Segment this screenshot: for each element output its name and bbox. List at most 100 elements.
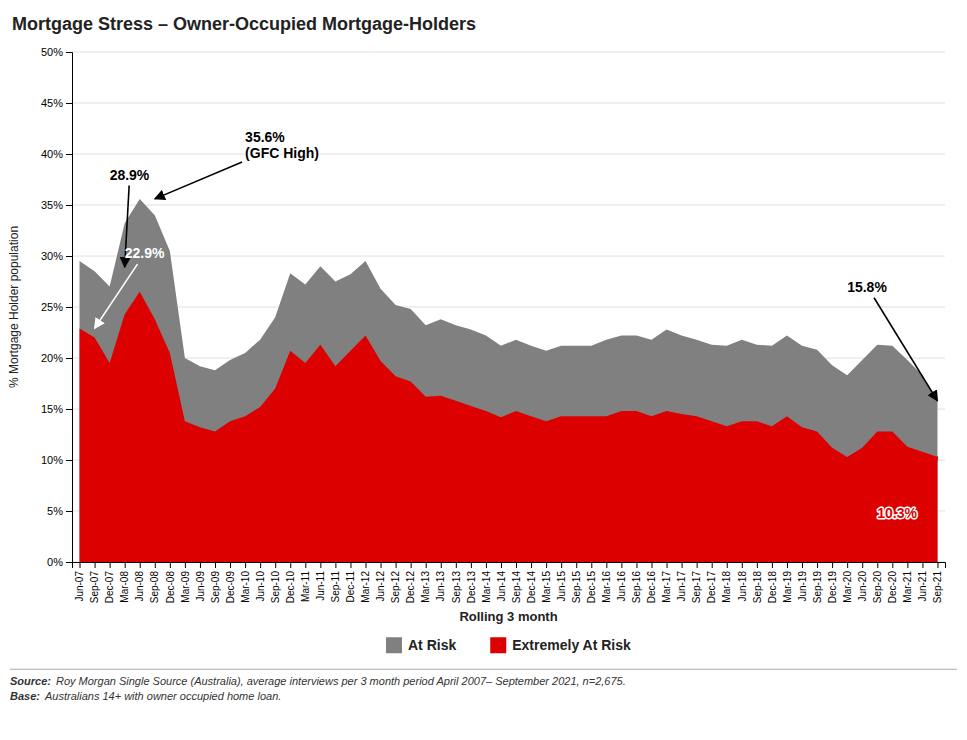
x-tick: Jun-16 — [616, 562, 627, 602]
x-tick-label: Jun-10 — [255, 571, 266, 602]
x-tick-label: Dec-09 — [225, 571, 236, 604]
x-tick-mark — [606, 562, 607, 568]
grid-line — [72, 256, 945, 257]
y-tick: 20% — [41, 352, 72, 364]
x-tick-mark — [862, 562, 863, 568]
x-tick: Mar-13 — [420, 562, 431, 603]
x-tick-mark — [667, 562, 668, 568]
x-tick-mark — [215, 562, 216, 568]
y-tick-mark — [66, 409, 72, 410]
x-tick: Mar-17 — [661, 562, 672, 603]
x-tick-label: Sep-17 — [691, 571, 702, 604]
x-tick-mark — [757, 562, 758, 568]
x-tick-mark — [366, 562, 367, 568]
x-tick-mark — [832, 562, 833, 568]
title: Mortgage Stress – Owner-Occupied Mortgag… — [12, 14, 476, 34]
x-tick-mark — [381, 562, 382, 568]
x-tick-mark — [275, 562, 276, 568]
x-tick: Sep-14 — [511, 562, 522, 603]
x-tick-label: Mar-13 — [420, 571, 431, 603]
x-tick-label: Sep-19 — [812, 571, 823, 604]
annotation-line: 28.9% — [110, 167, 150, 183]
x-tick-mark — [396, 562, 397, 568]
x-tick: Sep-20 — [872, 562, 883, 603]
annotation: 10.3% — [877, 505, 917, 521]
x-tick-mark — [486, 562, 487, 568]
source-label: Source: — [10, 675, 51, 687]
x-tick: Dec-07 — [104, 562, 115, 603]
x-tick-label: Jun-12 — [375, 571, 386, 602]
legend-swatch — [490, 637, 506, 653]
source-line: Source:Roy Morgan Single Source (Austral… — [10, 675, 626, 687]
x-tick: Jun-07 — [74, 562, 85, 602]
x-tick-label: Sep-18 — [752, 571, 763, 604]
x-tick: Sep-21 — [932, 562, 943, 603]
x-tick-label: Sep-20 — [872, 571, 883, 604]
legend: At Risk Extremely At Risk — [386, 637, 631, 653]
x-tick-mark — [727, 562, 728, 568]
x-tick: Sep-13 — [451, 562, 462, 603]
y-tick: 40% — [41, 148, 72, 160]
x-tick: Jun-14 — [496, 562, 507, 602]
y-axis-title: % Mortgage Holder population — [7, 226, 21, 388]
x-tick: Jun-13 — [435, 562, 446, 602]
x-tick: Jun-20 — [857, 562, 868, 602]
x-tick-mark — [877, 562, 878, 568]
x-tick-mark — [682, 562, 683, 568]
x-tick-label: Dec-18 — [767, 571, 778, 604]
x-tick: Dec-20 — [887, 562, 898, 603]
x-tick: Sep-16 — [631, 562, 642, 603]
x-tick: Mar-18 — [721, 562, 732, 603]
y-axis: 0%5%10%15%20%25%30%35%40%45%50% — [41, 46, 73, 568]
y-tick-label: 0% — [47, 556, 63, 568]
x-tick-mark — [426, 562, 427, 568]
x-tick: Mar-20 — [842, 562, 853, 603]
x-tick-label: Mar-14 — [481, 571, 492, 603]
x-tick-mark — [140, 562, 141, 568]
x-tick: Sep-19 — [812, 562, 823, 603]
x-tick-label: Mar-21 — [902, 571, 913, 603]
y-tick-label: 35% — [41, 199, 63, 211]
x-axis-title: Rolling 3 month — [459, 609, 557, 624]
x-tick-label: Dec-12 — [405, 571, 416, 604]
x-tick: Jun-18 — [737, 562, 748, 602]
x-tick: Jun-10 — [255, 562, 266, 602]
x-tick-mark — [561, 562, 562, 568]
legend-item: At Risk — [386, 637, 456, 653]
x-tick-label: Mar-16 — [601, 571, 612, 603]
x-tick-label: Jun-09 — [195, 571, 206, 602]
separator — [10, 669, 957, 670]
x-tick: Jun-17 — [676, 562, 687, 602]
source-label: Base: — [10, 690, 40, 702]
x-tick-mark — [290, 562, 291, 568]
grid — [72, 52, 945, 562]
x-tick: Sep-12 — [390, 562, 401, 603]
y-tick: 35% — [41, 199, 72, 211]
x-tick-label: Dec-19 — [827, 571, 838, 604]
x-tick: Mar-16 — [601, 562, 612, 603]
x-tick-mark — [320, 562, 321, 568]
x-tick-label: Jun-14 — [496, 571, 507, 602]
x-tick-mark — [200, 562, 201, 568]
y-tick-mark — [66, 511, 72, 512]
y-tick-label: 20% — [41, 352, 63, 364]
x-tick-label: Mar-20 — [842, 571, 853, 603]
annotation: 35.6%(GFC High) — [245, 129, 319, 161]
x-tick-mark — [697, 562, 698, 568]
x-tick: Sep-07 — [89, 562, 100, 603]
x-tick-mark — [260, 562, 261, 568]
x-tick-label: Mar-12 — [360, 571, 371, 603]
source-line: Base:Australians 14+ with owner occupied… — [10, 690, 281, 702]
x-tick-label: Sep-13 — [451, 571, 462, 604]
y-tick-mark — [66, 52, 72, 53]
x-tick: Dec-19 — [827, 562, 838, 603]
x-tick-mark — [847, 562, 848, 568]
y-tick-label: 25% — [41, 301, 63, 313]
x-tick-mark — [907, 562, 908, 568]
grid-line — [72, 307, 945, 308]
y-tick: 25% — [41, 301, 72, 313]
x-tick-mark — [95, 562, 96, 568]
legend-label: Extremely At Risk — [512, 637, 631, 653]
y-tick-mark — [66, 205, 72, 206]
x-tick-mark — [501, 562, 502, 568]
